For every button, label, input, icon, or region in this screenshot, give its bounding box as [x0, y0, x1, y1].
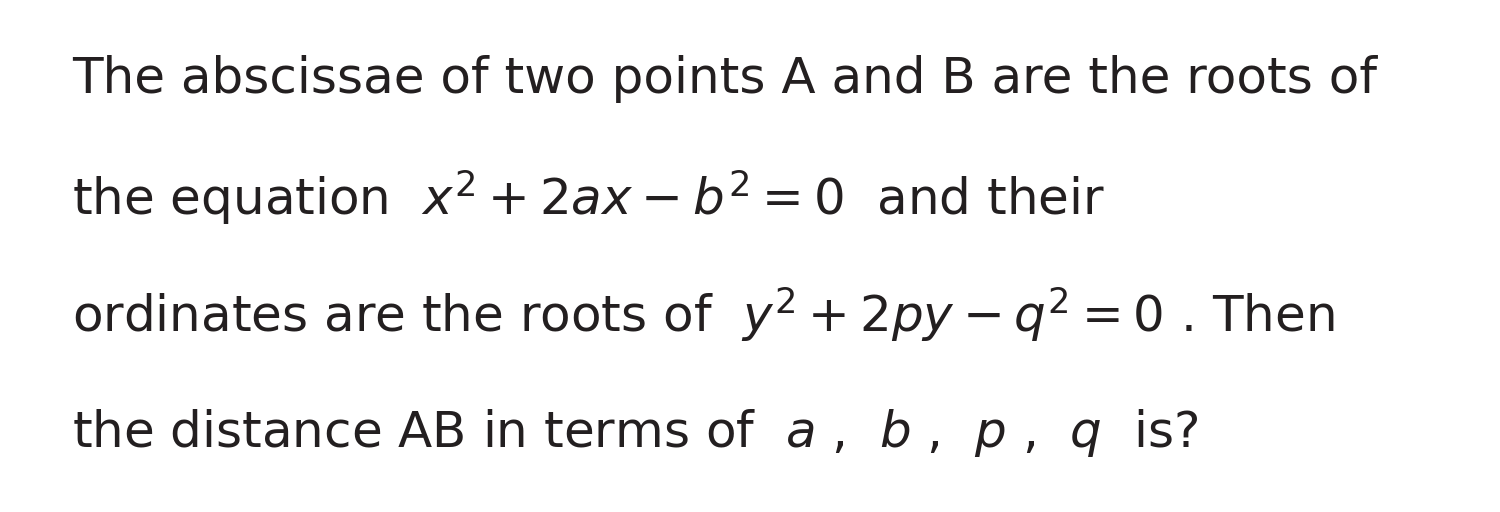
Text: the equation  $x^2 + 2ax - b^2 = 0$  and their: the equation $x^2 + 2ax - b^2 = 0$ and t…: [72, 167, 1106, 227]
Text: ordinates are the roots of  $y^2 + 2py - q^2 = 0$ . Then: ordinates are the roots of $y^2 + 2py - …: [72, 285, 1335, 345]
Text: The abscissae of two points A and B are the roots of: The abscissae of two points A and B are …: [72, 55, 1377, 103]
Text: the distance AB in terms of  $a$ ,  $b$ ,  $p$ ,  $q$  is?: the distance AB in terms of $a$ , $b$ , …: [72, 407, 1198, 459]
